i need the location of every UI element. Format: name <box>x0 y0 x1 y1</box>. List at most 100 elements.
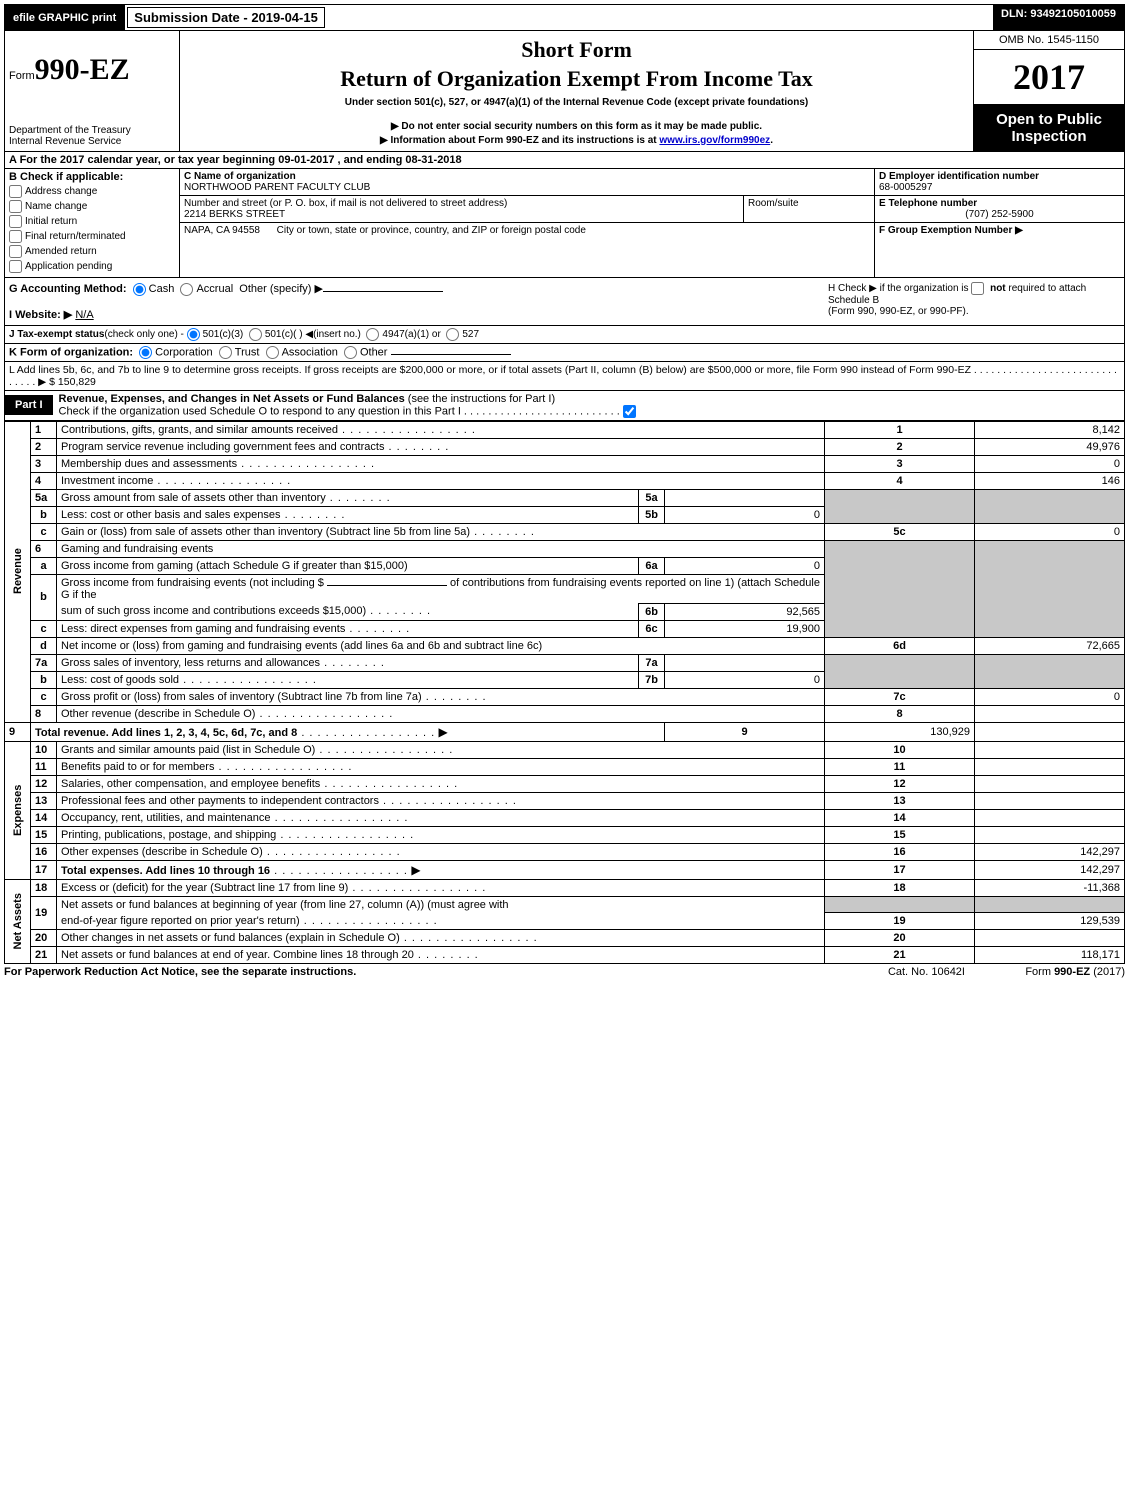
cb-amended-return[interactable]: Amended return <box>9 245 175 258</box>
l16-desc: Other expenses (describe in Schedule O) <box>57 843 825 860</box>
line-6: 6 Gaming and fundraising events <box>5 540 1125 557</box>
l5a-mval <box>665 489 825 506</box>
footer-form-ref: Form 990-EZ (2017) <box>965 966 1125 978</box>
l7a-mno: 7a <box>639 654 665 671</box>
l7c-val: 0 <box>975 688 1125 705</box>
l6-desc: Gaming and fundraising events <box>57 540 825 557</box>
line-14: 14 Occupancy, rent, utilities, and maint… <box>5 809 1125 826</box>
line-10: Expenses 10 Grants and similar amounts p… <box>5 741 1125 758</box>
l1-rno: 1 <box>825 421 975 438</box>
l4-desc: Investment income <box>57 472 825 489</box>
city-cell: NAPA, CA 94558 City or town, state or pr… <box>180 223 874 277</box>
checkbox-schedule-o[interactable] <box>623 405 636 418</box>
radio-4947[interactable] <box>366 328 379 341</box>
l6-shade-val <box>975 540 1125 637</box>
footer-right-pre: Form <box>1025 966 1054 978</box>
l6b-desc3: sum of such gross income and contributio… <box>57 603 639 620</box>
cb-final-return[interactable]: Final return/terminated <box>9 230 175 243</box>
l5c-val: 0 <box>975 523 1125 540</box>
l6d-val: 72,665 <box>975 637 1125 654</box>
irs-link[interactable]: www.irs.gov/form990ez <box>659 135 770 146</box>
open-line2: Inspection <box>976 128 1122 145</box>
l19-desc2-text: end-of-year figure reported on prior yea… <box>61 915 300 927</box>
l17-desc-text: Total expenses. Add lines 10 through 16 <box>61 865 270 877</box>
l2-no: 2 <box>31 438 57 455</box>
line-6d: d Net income or (loss) from gaming and f… <box>5 637 1125 654</box>
l20-desc-text: Other changes in net assets or fund bala… <box>61 932 400 944</box>
l11-desc-text: Benefits paid to or for members <box>61 761 214 773</box>
checkbox-amended-return[interactable] <box>9 245 22 258</box>
checkbox-name-change[interactable] <box>9 200 22 213</box>
l10-no: 10 <box>31 741 57 758</box>
lbl-final-return: Final return/terminated <box>25 231 126 242</box>
l6b-desc1-text: Gross income from fundraising events (no… <box>61 577 327 589</box>
radio-corp[interactable] <box>139 346 152 359</box>
radio-501c[interactable] <box>249 328 262 341</box>
l10-desc: Grants and similar amounts paid (list in… <box>57 741 825 758</box>
l5c-no: c <box>31 523 57 540</box>
radio-other-org[interactable] <box>344 346 357 359</box>
line-15: 15 Printing, publications, postage, and … <box>5 826 1125 843</box>
l3-rno: 3 <box>825 455 975 472</box>
d-label: D Employer identification number <box>879 171 1039 182</box>
line-2: 2 Program service revenue including gove… <box>5 438 1125 455</box>
l20-rno: 20 <box>825 930 975 947</box>
l17-no: 17 <box>31 860 57 879</box>
l14-no: 14 <box>31 809 57 826</box>
l5a-desc-text: Gross amount from sale of assets other t… <box>61 492 326 504</box>
radio-527[interactable] <box>446 328 459 341</box>
l14-desc-text: Occupancy, rent, utilities, and maintena… <box>61 812 271 824</box>
l5b-mno: 5b <box>639 506 665 523</box>
l6c-no: c <box>31 620 57 637</box>
street-value: 2214 BERKS STREET <box>184 209 285 220</box>
cb-application-pending[interactable]: Application pending <box>9 260 175 273</box>
section-h: H Check ▶ if the organization is not req… <box>824 278 1124 325</box>
part-i-check-line: Check if the organization used Schedule … <box>59 405 620 417</box>
l11-val <box>975 758 1125 775</box>
radio-assoc[interactable] <box>266 346 279 359</box>
efile-print-button[interactable]: efile GRAPHIC print <box>5 5 125 30</box>
room-label: Room/suite <box>748 198 799 209</box>
dept-irs: Internal Revenue Service <box>9 136 121 147</box>
l1-desc-text: Contributions, gifts, grants, and simila… <box>61 424 338 436</box>
l6b-mval: 92,565 <box>665 603 825 620</box>
l8-desc-text: Other revenue (describe in Schedule O) <box>61 708 255 720</box>
checkbox-application-pending[interactable] <box>9 260 22 273</box>
checkbox-address-change[interactable] <box>9 185 22 198</box>
l7-shade-val <box>975 654 1125 688</box>
room-suite-cell: Room/suite <box>744 196 874 222</box>
radio-501c3[interactable] <box>187 328 200 341</box>
l14-desc: Occupancy, rent, utilities, and maintena… <box>57 809 825 826</box>
l6b-no: b <box>31 574 57 620</box>
l5b-desc-text: Less: cost or other basis and sales expe… <box>61 509 281 521</box>
radio-trust[interactable] <box>219 346 232 359</box>
l6d-no: d <box>31 637 57 654</box>
l13-desc-text: Professional fees and other payments to … <box>61 795 379 807</box>
l4-no: 4 <box>31 472 57 489</box>
radio-accrual[interactable] <box>180 283 193 296</box>
part-i-header: Part I Revenue, Expenses, and Changes in… <box>4 391 1125 421</box>
phone-value: (707) 252-5900 <box>965 209 1033 220</box>
row-org-name: C Name of organization NORTHWOOD PARENT … <box>180 169 1124 196</box>
l4-val: 146 <box>975 472 1125 489</box>
f-label: F Group Exemption Number ▶ <box>879 225 1023 236</box>
cb-initial-return[interactable]: Initial return <box>9 215 175 228</box>
section-cdef: C Name of organization NORTHWOOD PARENT … <box>180 169 1124 277</box>
l21-val: 118,171 <box>975 947 1125 964</box>
l15-desc-text: Printing, publications, postage, and shi… <box>61 829 276 841</box>
lbl-accrual: Accrual <box>196 283 233 295</box>
l16-rno: 16 <box>825 843 975 860</box>
l12-rno: 12 <box>825 775 975 792</box>
checkbox-initial-return[interactable] <box>9 215 22 228</box>
line-20: 20 Other changes in net assets or fund b… <box>5 930 1125 947</box>
radio-cash[interactable] <box>133 283 146 296</box>
cb-name-change[interactable]: Name change <box>9 200 175 213</box>
k-label: K Form of organization: <box>9 346 133 358</box>
cell-f-group: F Group Exemption Number ▶ <box>874 223 1124 277</box>
part-i-label: Part I <box>5 395 53 415</box>
l10-rno: 10 <box>825 741 975 758</box>
checkbox-final-return[interactable] <box>9 230 22 243</box>
l6a-mval: 0 <box>665 557 825 574</box>
checkbox-h[interactable] <box>971 282 984 295</box>
cb-address-change[interactable]: Address change <box>9 185 175 198</box>
